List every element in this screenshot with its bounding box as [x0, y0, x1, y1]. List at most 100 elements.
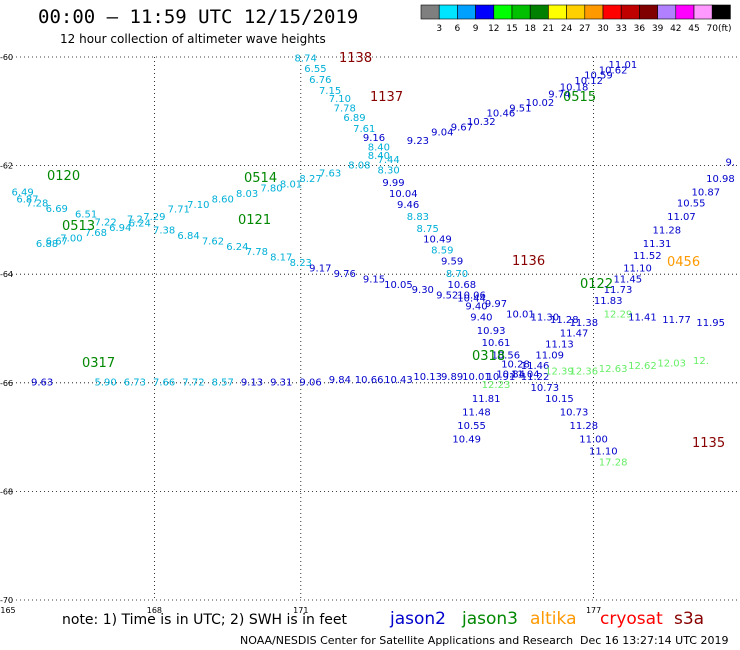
swh-value: 7.2 — [127, 215, 143, 226]
swh-value: 10.46 — [487, 109, 516, 120]
swh-value: 6.24 — [129, 218, 151, 229]
swh-value: 9.16 — [363, 133, 385, 144]
legend-swatch — [475, 4, 495, 20]
swh-value: 9.63 — [31, 378, 53, 389]
swh-value: 8.01 — [280, 179, 302, 190]
swh-value: 10.01 — [506, 310, 535, 321]
swh-value: 11.07 — [667, 212, 696, 223]
swh-value: 12. — [693, 356, 709, 367]
swh-value: 11.81 — [472, 394, 501, 405]
swh-value: 7.22 — [94, 217, 116, 228]
legend-swatch — [584, 4, 604, 20]
satellite-altika: altika — [530, 609, 577, 629]
swh-value: 12.03 — [657, 359, 686, 370]
swh-value: 10.18 — [560, 83, 589, 94]
swh-value: 8.40 — [368, 142, 390, 153]
generation-timestamp: Dec 16 13:27:14 UTC 2019 — [580, 634, 729, 647]
swh-value: 10.62 — [599, 65, 628, 76]
swh-value: 10.04 — [389, 189, 418, 200]
swh-value: 10.84 — [496, 369, 525, 380]
swh-value: 9.17 — [309, 263, 331, 274]
swh-value: 7.44 — [378, 155, 400, 166]
swh-value: 9.97 — [485, 299, 507, 310]
swh-value: 11.38 — [570, 318, 599, 329]
swh-value: 7.63 — [319, 168, 341, 179]
legend-tick-label: 21 — [543, 24, 554, 34]
swh-value: 11.95 — [696, 318, 725, 329]
legend-swatch — [566, 4, 586, 20]
swh-value: 7.78 — [246, 247, 268, 258]
swh-value: 10.32 — [467, 117, 496, 128]
swh-value: 7.71 — [168, 204, 190, 215]
swh-value: 9.06 — [299, 378, 321, 389]
pass-label: 1137 — [370, 90, 403, 105]
legend-tick-label: 24 — [561, 24, 573, 34]
swh-value: 7.72 — [182, 378, 204, 389]
swh-value: 6.73 — [124, 378, 146, 389]
swh-value: 7.80 — [260, 184, 282, 195]
swh-value: 11.47 — [560, 329, 589, 340]
swh-value: 9.46 — [397, 200, 419, 211]
swh-value: 5.90 — [94, 378, 116, 389]
lon-label: 171 — [293, 606, 308, 615]
swh-value: 11.52 — [633, 251, 662, 262]
swh-value: 10.87 — [692, 187, 721, 198]
swh-value: 8.57 — [212, 378, 234, 389]
swh-value: 8.27 — [299, 174, 321, 185]
legend-tick-label: 39 — [652, 24, 664, 34]
swh-value: 9.40 — [470, 312, 492, 323]
legend-tick-label: 42 — [670, 24, 681, 34]
footer-note: note: 1) Time is in UTC; 2) SWH is in fe… — [62, 612, 348, 628]
swh-value: 8.83 — [407, 212, 429, 223]
lon-label: 165 — [0, 606, 15, 615]
legend-swatch — [548, 4, 567, 20]
swh-value: 9.52 — [436, 291, 458, 302]
swh-value: 6.24 — [226, 242, 248, 253]
swh-value: 7.10 — [329, 94, 351, 105]
swh-value: 11.77 — [662, 315, 691, 326]
swh-value: 6.94 — [109, 223, 131, 234]
swh-value: 10.56 — [491, 350, 520, 361]
legend-tick-label: 6 — [455, 24, 461, 34]
swh-value: 9.13 — [241, 378, 263, 389]
swh-value: 11.10 — [623, 263, 652, 274]
swh-value: 10.98 — [706, 174, 735, 185]
swh-value: 11.48 — [462, 407, 491, 418]
legend-swatch — [511, 4, 531, 20]
swh-value: 11.00 — [579, 435, 608, 446]
legend-tick-label: 45 — [688, 24, 699, 34]
lon-label: 177 — [586, 606, 601, 615]
swh-value: 11.83 — [594, 296, 623, 307]
swh-value: 10.02 — [526, 98, 555, 109]
swh-value: 8.03 — [236, 189, 258, 200]
swh-value: 10.93 — [477, 326, 506, 337]
pass-label: 1135 — [692, 436, 725, 451]
swh-value: 7.38 — [153, 225, 175, 236]
swh-value: 11.46 — [521, 361, 550, 372]
swh-value: 10.91 — [487, 372, 516, 383]
legend-tick-label: 15 — [506, 24, 517, 34]
swh-value: 6.89 — [343, 113, 365, 124]
pass-label: 0515 — [563, 90, 596, 105]
legend-swatch — [693, 4, 713, 20]
satellite-s3a: s3a — [674, 609, 705, 629]
swh-value: 12.63 — [599, 364, 628, 375]
pass-label: 0456 — [667, 255, 700, 270]
swh-value: 7.15 — [319, 86, 341, 97]
swh-value: 7.10 — [187, 200, 209, 211]
swh-value: 10.44 — [457, 293, 486, 304]
legend-tick-label: 36 — [634, 24, 646, 34]
swh-value: 7.28 — [26, 198, 48, 209]
swh-value: 11.28 — [570, 421, 599, 432]
swh-value: 10.01 — [462, 372, 491, 383]
swh-value: 6.67 — [46, 236, 68, 247]
swh-value: 9.59 — [441, 256, 463, 267]
satellite-jason3: jason3 — [462, 609, 518, 629]
swh-value: 9.89 — [441, 372, 463, 383]
swh-value: 17.28 — [599, 457, 628, 468]
legend-tick-label: 18 — [524, 24, 536, 34]
swh-value: 11.01 — [609, 60, 638, 71]
swh-value: 6.51 — [75, 210, 97, 221]
swh-value: 9.30 — [412, 285, 434, 296]
pass-label: 0317 — [82, 356, 115, 371]
